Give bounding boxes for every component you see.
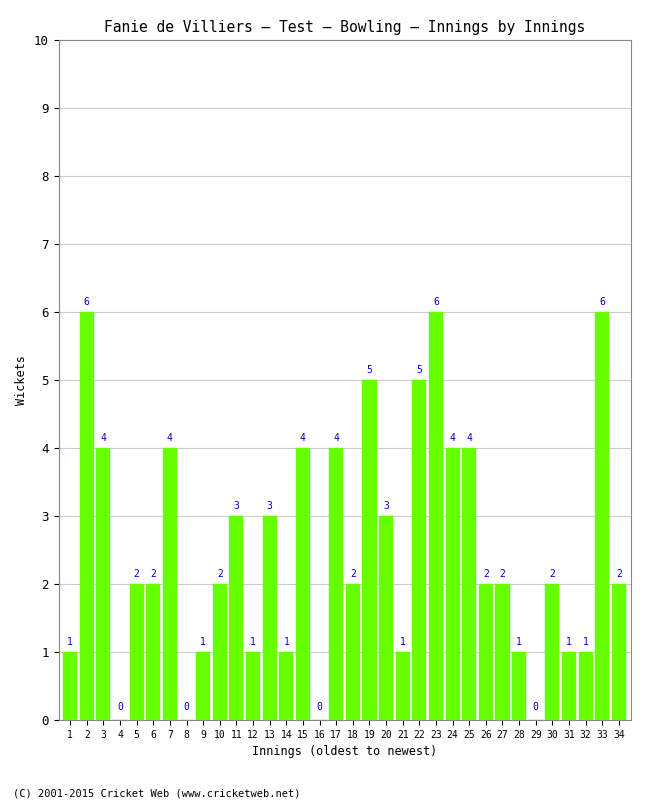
Bar — [246, 652, 260, 720]
Bar — [129, 584, 144, 720]
Text: 2: 2 — [350, 569, 356, 578]
Bar — [363, 380, 376, 720]
Text: 0: 0 — [317, 702, 322, 712]
Bar — [512, 652, 526, 720]
Bar — [445, 448, 460, 720]
Bar — [479, 584, 493, 720]
Bar — [146, 584, 161, 720]
Text: 4: 4 — [333, 433, 339, 442]
Bar — [396, 652, 410, 720]
Bar — [229, 516, 244, 720]
Bar — [329, 448, 343, 720]
Bar — [263, 516, 277, 720]
Bar — [612, 584, 626, 720]
Text: 6: 6 — [433, 297, 439, 306]
Text: 4: 4 — [101, 433, 107, 442]
Text: 4: 4 — [167, 433, 173, 442]
Text: 3: 3 — [266, 501, 272, 510]
Bar — [80, 312, 94, 720]
Text: (C) 2001-2015 Cricket Web (www.cricketweb.net): (C) 2001-2015 Cricket Web (www.cricketwe… — [13, 788, 300, 798]
Text: 0: 0 — [183, 702, 189, 712]
Bar — [163, 448, 177, 720]
Bar — [595, 312, 609, 720]
Text: 2: 2 — [616, 569, 622, 578]
Text: 6: 6 — [599, 297, 605, 306]
Text: 1: 1 — [67, 637, 73, 646]
Text: 2: 2 — [549, 569, 555, 578]
Text: 4: 4 — [466, 433, 472, 442]
Bar — [96, 448, 110, 720]
Bar — [429, 312, 443, 720]
Text: 2: 2 — [150, 569, 156, 578]
Text: 3: 3 — [383, 501, 389, 510]
Y-axis label: Wickets: Wickets — [15, 355, 28, 405]
Text: 4: 4 — [300, 433, 306, 442]
Bar — [412, 380, 426, 720]
Text: 1: 1 — [566, 637, 572, 646]
Title: Fanie de Villiers – Test – Bowling – Innings by Innings: Fanie de Villiers – Test – Bowling – Inn… — [104, 20, 585, 34]
Text: 2: 2 — [217, 569, 223, 578]
Text: 1: 1 — [200, 637, 206, 646]
Text: 5: 5 — [367, 365, 372, 374]
Bar — [578, 652, 593, 720]
Text: 1: 1 — [283, 637, 289, 646]
Text: 2: 2 — [483, 569, 489, 578]
Bar — [462, 448, 476, 720]
Bar — [63, 652, 77, 720]
Bar — [495, 584, 510, 720]
Bar — [213, 584, 227, 720]
Bar — [562, 652, 576, 720]
Text: 6: 6 — [84, 297, 90, 306]
Text: 1: 1 — [250, 637, 256, 646]
Text: 5: 5 — [417, 365, 423, 374]
Text: 1: 1 — [516, 637, 522, 646]
Text: 0: 0 — [117, 702, 123, 712]
Bar — [545, 584, 560, 720]
Bar — [296, 448, 310, 720]
Text: 2: 2 — [134, 569, 140, 578]
Text: 1: 1 — [400, 637, 406, 646]
Text: 3: 3 — [233, 501, 239, 510]
Text: 4: 4 — [450, 433, 456, 442]
X-axis label: Innings (oldest to newest): Innings (oldest to newest) — [252, 746, 437, 758]
Text: 0: 0 — [533, 702, 539, 712]
Bar — [379, 516, 393, 720]
Bar — [346, 584, 360, 720]
Text: 1: 1 — [582, 637, 588, 646]
Bar — [280, 652, 293, 720]
Bar — [196, 652, 210, 720]
Text: 2: 2 — [500, 569, 506, 578]
